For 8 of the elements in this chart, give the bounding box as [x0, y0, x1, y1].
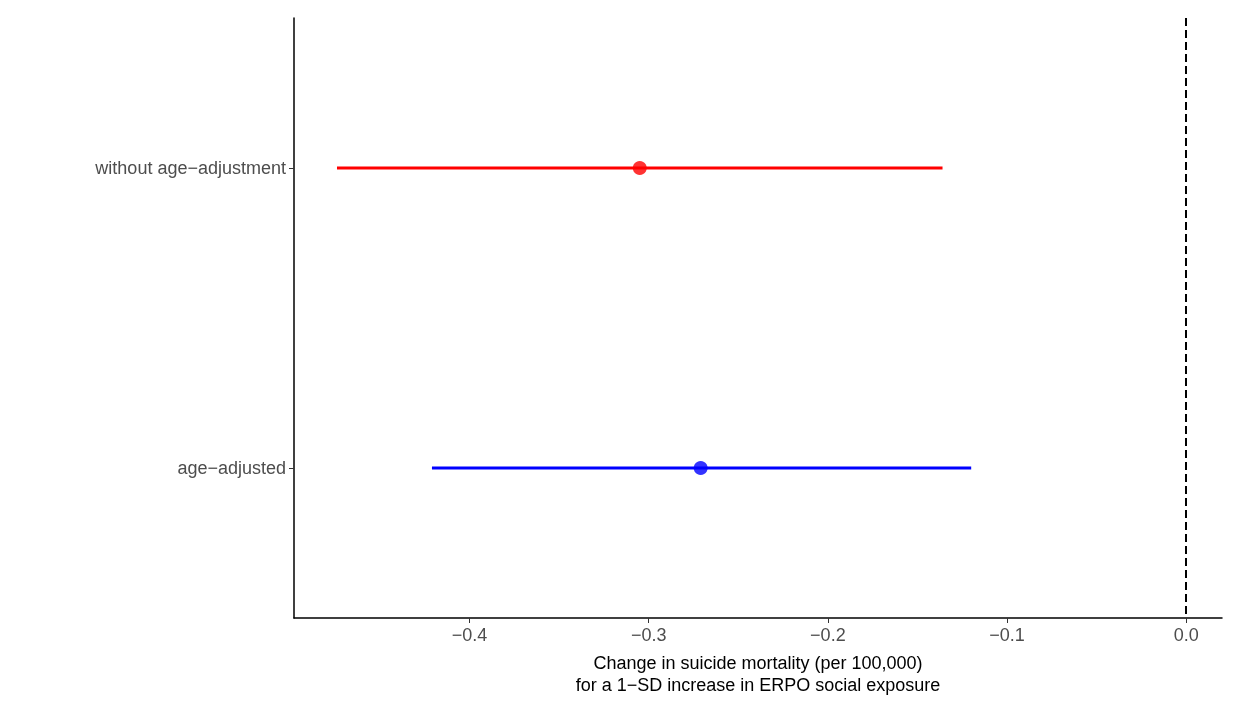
x-tick-label: 0.0 — [1173, 625, 1199, 645]
y-tick-label: without age−adjustment — [94, 158, 286, 178]
x-tick-label: −0.4 — [451, 625, 488, 645]
x-tick-label: −0.1 — [989, 625, 1025, 645]
y-tick-label: age−adjusted — [177, 458, 286, 478]
x-tick-label: −0.2 — [810, 625, 846, 645]
x-tick-label: −0.3 — [630, 625, 667, 645]
x-axis-title: Change in suicide mortality (per 100,000) for a 1−SD increase in ERPO social exposure — [575, 653, 941, 695]
